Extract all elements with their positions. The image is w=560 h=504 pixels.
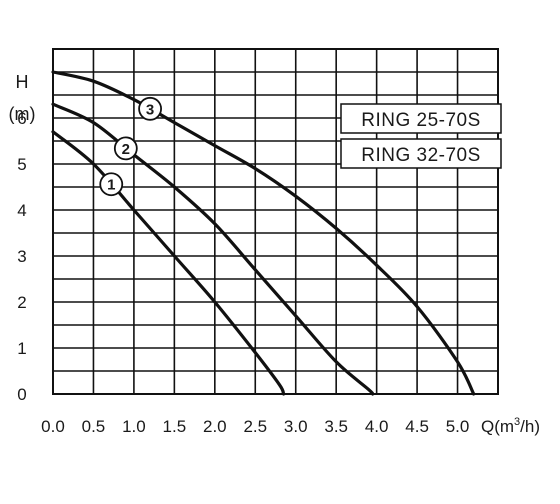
x-tick-label: 3.0: [284, 417, 308, 436]
x-tick-label: 2.0: [203, 417, 227, 436]
x-tick-label: 5.0: [446, 417, 470, 436]
x-tick-label: 0.0: [41, 417, 65, 436]
legend-item-1: RING 25-70S: [361, 110, 481, 131]
y-tick-label: 1: [17, 339, 26, 358]
plot-frame: [52, 48, 499, 395]
curve-3: [51, 70, 476, 396]
x-tick-label: 4.5: [405, 417, 429, 436]
curve-marker-label: 3: [146, 101, 154, 118]
y-axis-unit: (m): [9, 104, 36, 124]
y-tick-label: 2: [17, 293, 26, 312]
legend-box-2: [340, 138, 502, 169]
y-tick-label: 3: [17, 247, 26, 266]
legend-box-1: [340, 103, 502, 134]
grid: [53, 49, 498, 394]
x-axis-label: Q(m3/h): [481, 416, 540, 436]
x-tick-label: 3.5: [324, 417, 348, 436]
y-tick-label: 0: [17, 385, 26, 404]
x-tick-label: 1.5: [163, 417, 187, 436]
y-tick-label: 4: [17, 201, 26, 220]
curve-marker-label: 1: [107, 177, 115, 194]
curve-marker-2: [113, 136, 138, 161]
x-tick-labels: 0.0 0.5 1.0 1.5 2.0 2.5 3.0 3.5 4.0 4.5 5.0: [41, 417, 469, 436]
curve-marker-label: 2: [122, 141, 130, 158]
y-tick-label: 6: [17, 109, 26, 128]
y-tick-labels: 0 1 2 3 4 5 6: [17, 109, 26, 404]
x-tick-label: 2.5: [243, 417, 267, 436]
curve-1: [51, 130, 286, 396]
curve-2: [51, 102, 375, 396]
y-tick-label: 5: [17, 155, 26, 174]
curve-marker-3: [138, 96, 162, 121]
x-tick-label: 1.0: [122, 417, 146, 436]
curve-marker-1: [99, 172, 124, 197]
curves: [51, 70, 476, 396]
legend-item-2: RING 32-70S: [361, 145, 481, 166]
legend: RING 25-70S RING 32-70S: [340, 103, 502, 169]
x-tick-label: 0.5: [82, 417, 106, 436]
y-axis-label: H: [16, 72, 29, 92]
x-tick-label: 4.0: [365, 417, 389, 436]
curve-markers: 1 2 3: [99, 96, 162, 197]
